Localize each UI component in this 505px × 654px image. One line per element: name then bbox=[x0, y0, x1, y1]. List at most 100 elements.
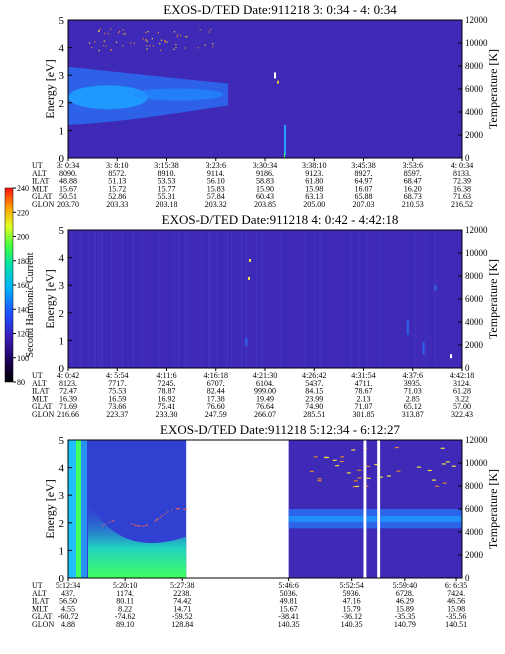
table-row-label: GLAT bbox=[32, 192, 53, 201]
panel-1: EXOS-D/TED Date:911218 3: 0:34 - 4: 0:34… bbox=[32, 2, 500, 209]
table-cell: 56.50 bbox=[59, 597, 77, 606]
table-cell: 58.83 bbox=[256, 177, 274, 186]
table-cell: 7717. bbox=[108, 379, 126, 388]
speckle bbox=[177, 508, 180, 510]
speckle bbox=[451, 465, 456, 467]
band-core bbox=[133, 88, 223, 101]
table-cell: 216.66 bbox=[57, 410, 79, 419]
speckle bbox=[115, 41, 118, 43]
table-cell: 8572. bbox=[108, 169, 126, 178]
table-cell: 140.35 bbox=[341, 620, 363, 629]
speckle bbox=[339, 460, 344, 463]
table-cell: 9123. bbox=[305, 169, 323, 178]
speckle bbox=[164, 41, 166, 43]
table-cell: 71.69 bbox=[59, 402, 77, 411]
table-cell: 75.41 bbox=[158, 402, 176, 411]
table-cell: 322.43 bbox=[451, 410, 473, 419]
speckle bbox=[171, 509, 173, 511]
speckle bbox=[173, 48, 175, 50]
panel-3: EXOS-D/TED Date:911218 5:12:34 - 6:12:27… bbox=[32, 422, 500, 629]
panel-title: EXOS-D/TED Date:911218 4: 0:42 - 4:42:18 bbox=[162, 212, 399, 227]
speckle bbox=[98, 30, 100, 33]
speckle bbox=[124, 33, 127, 35]
speckle bbox=[208, 31, 210, 33]
table-cell: 3:38:10 bbox=[302, 161, 326, 170]
table-cell: 128.84 bbox=[171, 620, 193, 629]
table-cell: 48.88 bbox=[59, 177, 77, 186]
spike-mark bbox=[284, 124, 286, 155]
table-cell: 57.00 bbox=[453, 402, 471, 411]
table-cell: 3124. bbox=[453, 379, 471, 388]
streak bbox=[304, 230, 306, 368]
panel-2: EXOS-D/TED Date:911218 4: 0:42 - 4:42:18… bbox=[32, 212, 500, 419]
table-cell: 4:26:42 bbox=[302, 371, 326, 380]
speckle bbox=[91, 46, 93, 49]
speckle bbox=[185, 509, 187, 511]
table-cell: 5:59:40 bbox=[393, 581, 417, 590]
table-cell: 3935. bbox=[404, 379, 422, 388]
speckle bbox=[431, 479, 436, 481]
table-cell: 4711. bbox=[355, 379, 373, 388]
y2-axis-label: Temperature [K] bbox=[486, 469, 500, 549]
colorbar-tick-label: 180 bbox=[17, 257, 29, 266]
speckle bbox=[173, 31, 176, 33]
colorbar-label: Second Harmonic Current bbox=[25, 252, 36, 357]
table-cell: 76.60 bbox=[207, 402, 225, 411]
table-cell: 5:52:54 bbox=[339, 581, 363, 590]
spectrogram-features bbox=[68, 28, 286, 158]
colorbar-tick-label: 120 bbox=[17, 330, 29, 339]
streak bbox=[350, 230, 352, 368]
table-cell: 15.98 bbox=[447, 604, 465, 613]
speckle bbox=[132, 523, 134, 526]
speckle bbox=[364, 485, 369, 487]
streak bbox=[280, 230, 282, 368]
y2-tick-label: 8000 bbox=[465, 271, 484, 281]
table-cell: 2.85 bbox=[406, 394, 420, 403]
table-row-label: ILAT bbox=[32, 597, 49, 606]
band-core bbox=[380, 515, 462, 522]
speckle bbox=[352, 486, 357, 488]
speckle bbox=[122, 29, 124, 31]
speckle bbox=[164, 40, 166, 42]
colorbar-tick-label: 240 bbox=[17, 184, 29, 193]
table-cell: 207.03 bbox=[353, 200, 375, 209]
table-cell: -59.52 bbox=[172, 612, 193, 621]
table-row-label: MLT bbox=[32, 604, 48, 613]
table-cell: 216.52 bbox=[451, 200, 473, 209]
speckle bbox=[107, 33, 110, 35]
table-cell: 16.39 bbox=[59, 394, 77, 403]
table-cell: 57.84 bbox=[207, 192, 225, 201]
table-cell: 55.31 bbox=[158, 192, 176, 201]
streak bbox=[359, 230, 361, 368]
table-cell: -35.35 bbox=[395, 612, 416, 621]
streak bbox=[208, 230, 210, 368]
streak bbox=[102, 230, 104, 368]
y2-tick-label: 4000 bbox=[465, 317, 484, 327]
speckle bbox=[144, 525, 146, 527]
table-row-label: UT bbox=[32, 371, 43, 380]
speckle bbox=[99, 28, 101, 30]
table-cell: 3:30:34 bbox=[253, 161, 277, 170]
band-core bbox=[366, 515, 378, 522]
speckle bbox=[117, 32, 120, 34]
speckle bbox=[351, 449, 356, 451]
table-cell: 46.29 bbox=[396, 597, 414, 606]
table-row-label: ALT bbox=[32, 589, 47, 598]
spike-mark bbox=[248, 276, 250, 280]
speckle bbox=[111, 520, 113, 522]
speckle bbox=[123, 33, 125, 35]
speckle bbox=[204, 44, 206, 46]
table-cell: 15.89 bbox=[396, 604, 414, 613]
speckle bbox=[167, 511, 169, 513]
table-cell: 210.53 bbox=[402, 200, 424, 209]
speckle bbox=[175, 44, 177, 46]
table-cell: 63.13 bbox=[305, 192, 323, 201]
streak bbox=[132, 230, 134, 368]
y2-tick-label: 8000 bbox=[465, 61, 484, 71]
y-ticks: 0 1 2 3 4 5 bbox=[59, 15, 72, 165]
spike-mark bbox=[249, 258, 251, 262]
speckle bbox=[394, 446, 399, 449]
table-cell: 16.07 bbox=[355, 184, 373, 193]
